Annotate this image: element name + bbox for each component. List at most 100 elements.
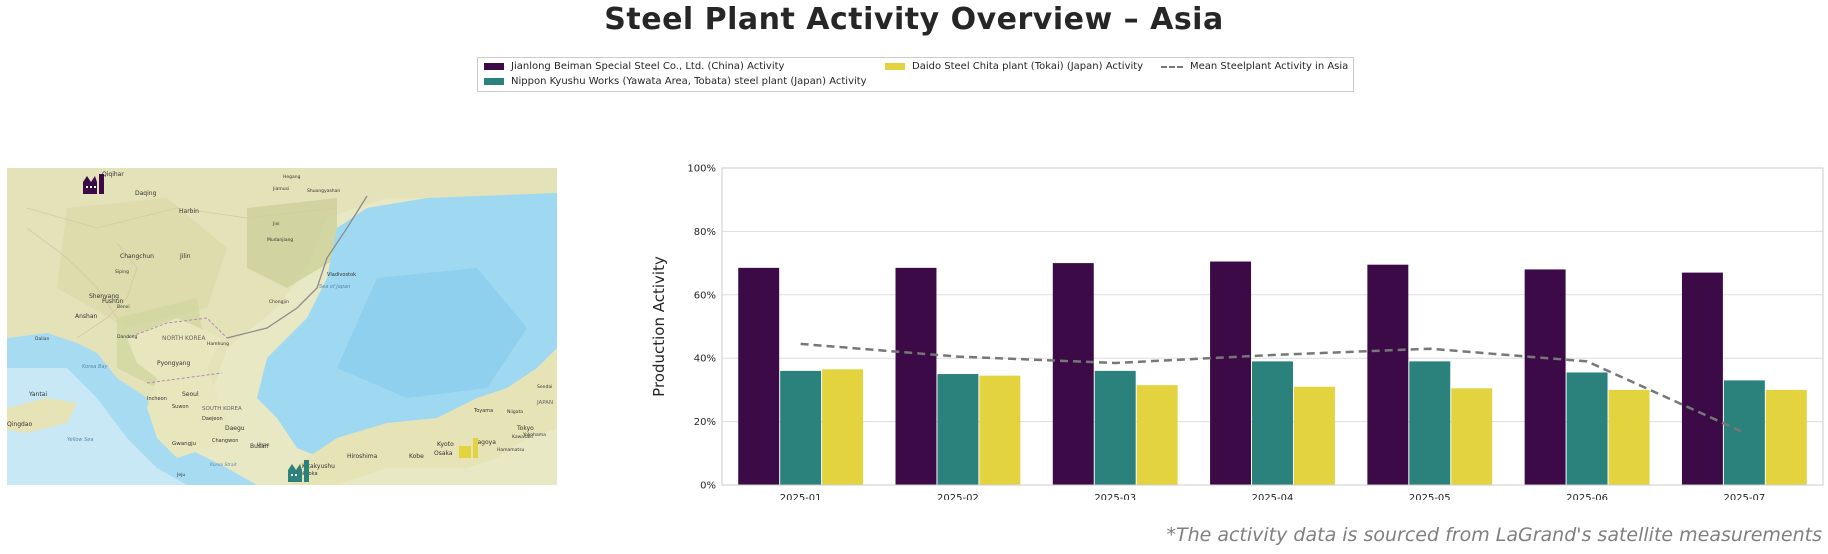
map-label-korea-bay: Korea Bay bbox=[82, 364, 108, 370]
map-label-seoul: Seoul bbox=[182, 391, 199, 398]
chart-legend: Jianlong Beiman Special Steel Co., Ltd. … bbox=[477, 57, 1354, 92]
legend-label-jianlong: Jianlong Beiman Special Steel Co., Ltd. … bbox=[511, 61, 785, 72]
map-label-pyongyang: Pyongyang bbox=[157, 360, 190, 367]
map-label-jiamusi: Jiamusi bbox=[272, 186, 289, 192]
map-label-harbin: Harbin bbox=[179, 208, 199, 215]
map-label-korea-strait: Korea Strait bbox=[210, 462, 237, 468]
map-label-daejeon: Daejeon bbox=[202, 416, 223, 422]
map-label-hegang: Hegang bbox=[283, 174, 301, 180]
map-label-osaka: Osaka bbox=[434, 450, 453, 457]
legend-item-daido: Daido Steel Chita plant (Tokai) (Japan) … bbox=[885, 61, 1143, 72]
map-label-daegu: Daegu bbox=[225, 425, 245, 432]
y-tick-label: 80% bbox=[694, 227, 716, 238]
bar-3-2025-01 bbox=[822, 369, 864, 485]
legend-label-mean: Mean Steelplant Activity in Asia bbox=[1190, 61, 1349, 72]
map-label-yantai: Yantai bbox=[28, 391, 47, 398]
legend-item-jianlong: Jianlong Beiman Special Steel Co., Ltd. … bbox=[484, 61, 784, 72]
chart-title: Steel Plant Activity Overview – Asia bbox=[604, 2, 1224, 37]
map-label-chongjin: Chongjin bbox=[269, 299, 289, 305]
map-label-nagoya: Nagoya bbox=[473, 439, 496, 446]
bar-2-2025-04 bbox=[1252, 361, 1293, 485]
y-tick-label: 20% bbox=[694, 417, 716, 428]
y-tick-label: 40% bbox=[694, 354, 716, 365]
bar-2-2025-06 bbox=[1566, 372, 1608, 485]
y-tick-label: 0% bbox=[700, 481, 716, 492]
bar-2-2025-03 bbox=[1094, 370, 1136, 485]
map-label-anshan: Anshan bbox=[75, 313, 98, 320]
map-label-toyama: Toyama bbox=[473, 408, 493, 414]
bar-1-2025-07 bbox=[1681, 272, 1723, 485]
legend-label-daido: Daido Steel Chita plant (Tokai) (Japan) … bbox=[912, 61, 1144, 72]
map-label-sendai: Sendai bbox=[537, 384, 552, 390]
legend-swatch-jianlong bbox=[484, 63, 504, 70]
map-label-yokohama: Yokohama bbox=[522, 432, 546, 438]
bar-chart: 0% 20% 40% 60% 80% 100% 2025-01 2025-02 2025-03… bbox=[640, 160, 1828, 504]
bar-3-2025-03 bbox=[1136, 385, 1178, 485]
map-label-gwangju: Gwangju bbox=[172, 441, 196, 447]
bar-1-2025-04 bbox=[1210, 261, 1252, 485]
map-label-jeju: Jeju bbox=[176, 472, 185, 478]
map-label-south-korea: SOUTH KOREA bbox=[202, 406, 242, 412]
map-label-incheon: Incheon bbox=[147, 396, 167, 402]
map-label-changchun: Changchun bbox=[120, 253, 154, 260]
map-label-shenyang: Shenyang bbox=[89, 293, 119, 300]
bar-2-2025-02 bbox=[937, 374, 979, 485]
bar-1-2025-02 bbox=[895, 267, 937, 485]
bar-3-2025-02 bbox=[979, 375, 1021, 485]
map-label-kawasaki: Kawasaki bbox=[512, 434, 533, 440]
map-label-hamamatsu: Hamamatsu bbox=[497, 447, 525, 453]
map-label-shuangyashan: Shuangyashan bbox=[307, 188, 340, 194]
map-label-dalian: Dalian bbox=[35, 336, 49, 342]
bar-3-2025-07 bbox=[1765, 389, 1807, 485]
map-label-siping: Siping bbox=[115, 269, 129, 275]
bar-1-2025-03 bbox=[1052, 263, 1094, 485]
bar-3-2025-04 bbox=[1293, 386, 1335, 485]
bar-1-2025-05 bbox=[1367, 264, 1409, 485]
map-label-dandong: Dandong bbox=[117, 334, 138, 340]
plot-frame bbox=[721, 167, 1824, 486]
y-tick-label: 60% bbox=[694, 290, 716, 301]
map-label-yellow-sea: Yellow Sea bbox=[67, 437, 93, 443]
y-tick-label: 100% bbox=[687, 164, 716, 175]
map-label-hiroshima: Hiroshima bbox=[347, 453, 378, 460]
map-label-sea-of-japan: Sea of Japan bbox=[319, 284, 350, 290]
x-tick-label: 2025-01 bbox=[780, 493, 822, 500]
bar-3-2025-06 bbox=[1608, 389, 1650, 485]
map-label-kobe: Kobe bbox=[409, 453, 424, 460]
bar-1-2025-01 bbox=[738, 267, 780, 485]
map-label-north-korea: NORTH KOREA bbox=[162, 335, 206, 342]
factory-icon-nippon bbox=[288, 460, 309, 482]
map-label-tokyo: Tokyo bbox=[516, 425, 534, 432]
map-label-jixi: Jixi bbox=[272, 221, 280, 227]
bar-2-2025-07 bbox=[1723, 380, 1765, 485]
factory-icon-daido bbox=[459, 438, 478, 458]
x-tick-label: 2025-03 bbox=[1094, 493, 1136, 500]
legend-swatch-daido bbox=[885, 63, 905, 70]
map-label-jilin: Jilin bbox=[179, 253, 191, 260]
x-tick-label: 2025-04 bbox=[1252, 493, 1294, 500]
bar-chart-svg: 0% 20% 40% 60% 80% 100% 2025-01 2025-02 2025-03… bbox=[650, 164, 1824, 504]
map-label-ulsan: Ulsan bbox=[257, 442, 270, 448]
x-tick-label: 2025-02 bbox=[937, 493, 979, 500]
map-label-niigata: Niigata bbox=[507, 409, 523, 415]
map-label-hamhung: Hamhung bbox=[207, 341, 229, 347]
map-label-busan: Busan bbox=[250, 443, 269, 450]
legend-item-mean: Mean Steelplant Activity in Asia bbox=[1161, 61, 1348, 72]
mean-activity-line bbox=[800, 342, 1745, 434]
map-label-changwon: Changwon bbox=[212, 438, 238, 444]
map-label-vladivostok: Vladivostok bbox=[327, 272, 356, 278]
region-map: Qiqihar Daqing Harbin Changchun Jilin Si… bbox=[7, 168, 557, 485]
map-label-kyoto: Kyoto bbox=[437, 441, 454, 448]
y-axis-label: Production Activity bbox=[650, 256, 668, 397]
map-label-fushun: Fushun bbox=[102, 298, 124, 305]
map-label-daqing: Daqing bbox=[135, 190, 157, 197]
factory-icon-jianlong bbox=[83, 174, 104, 194]
x-tick-label: 2025-05 bbox=[1409, 493, 1451, 500]
legend-swatch-nippon bbox=[484, 78, 504, 85]
map-label-mudanjiang: Mudanjiang bbox=[267, 237, 293, 243]
map-label-qingdao: Qingdao bbox=[7, 421, 32, 428]
map-label-kitakyushu: Kitakyushu bbox=[302, 463, 335, 470]
bar-1-2025-06 bbox=[1524, 269, 1566, 485]
legend-swatch-mean bbox=[1161, 65, 1183, 68]
x-tick-label: 2025-07 bbox=[1723, 493, 1765, 500]
